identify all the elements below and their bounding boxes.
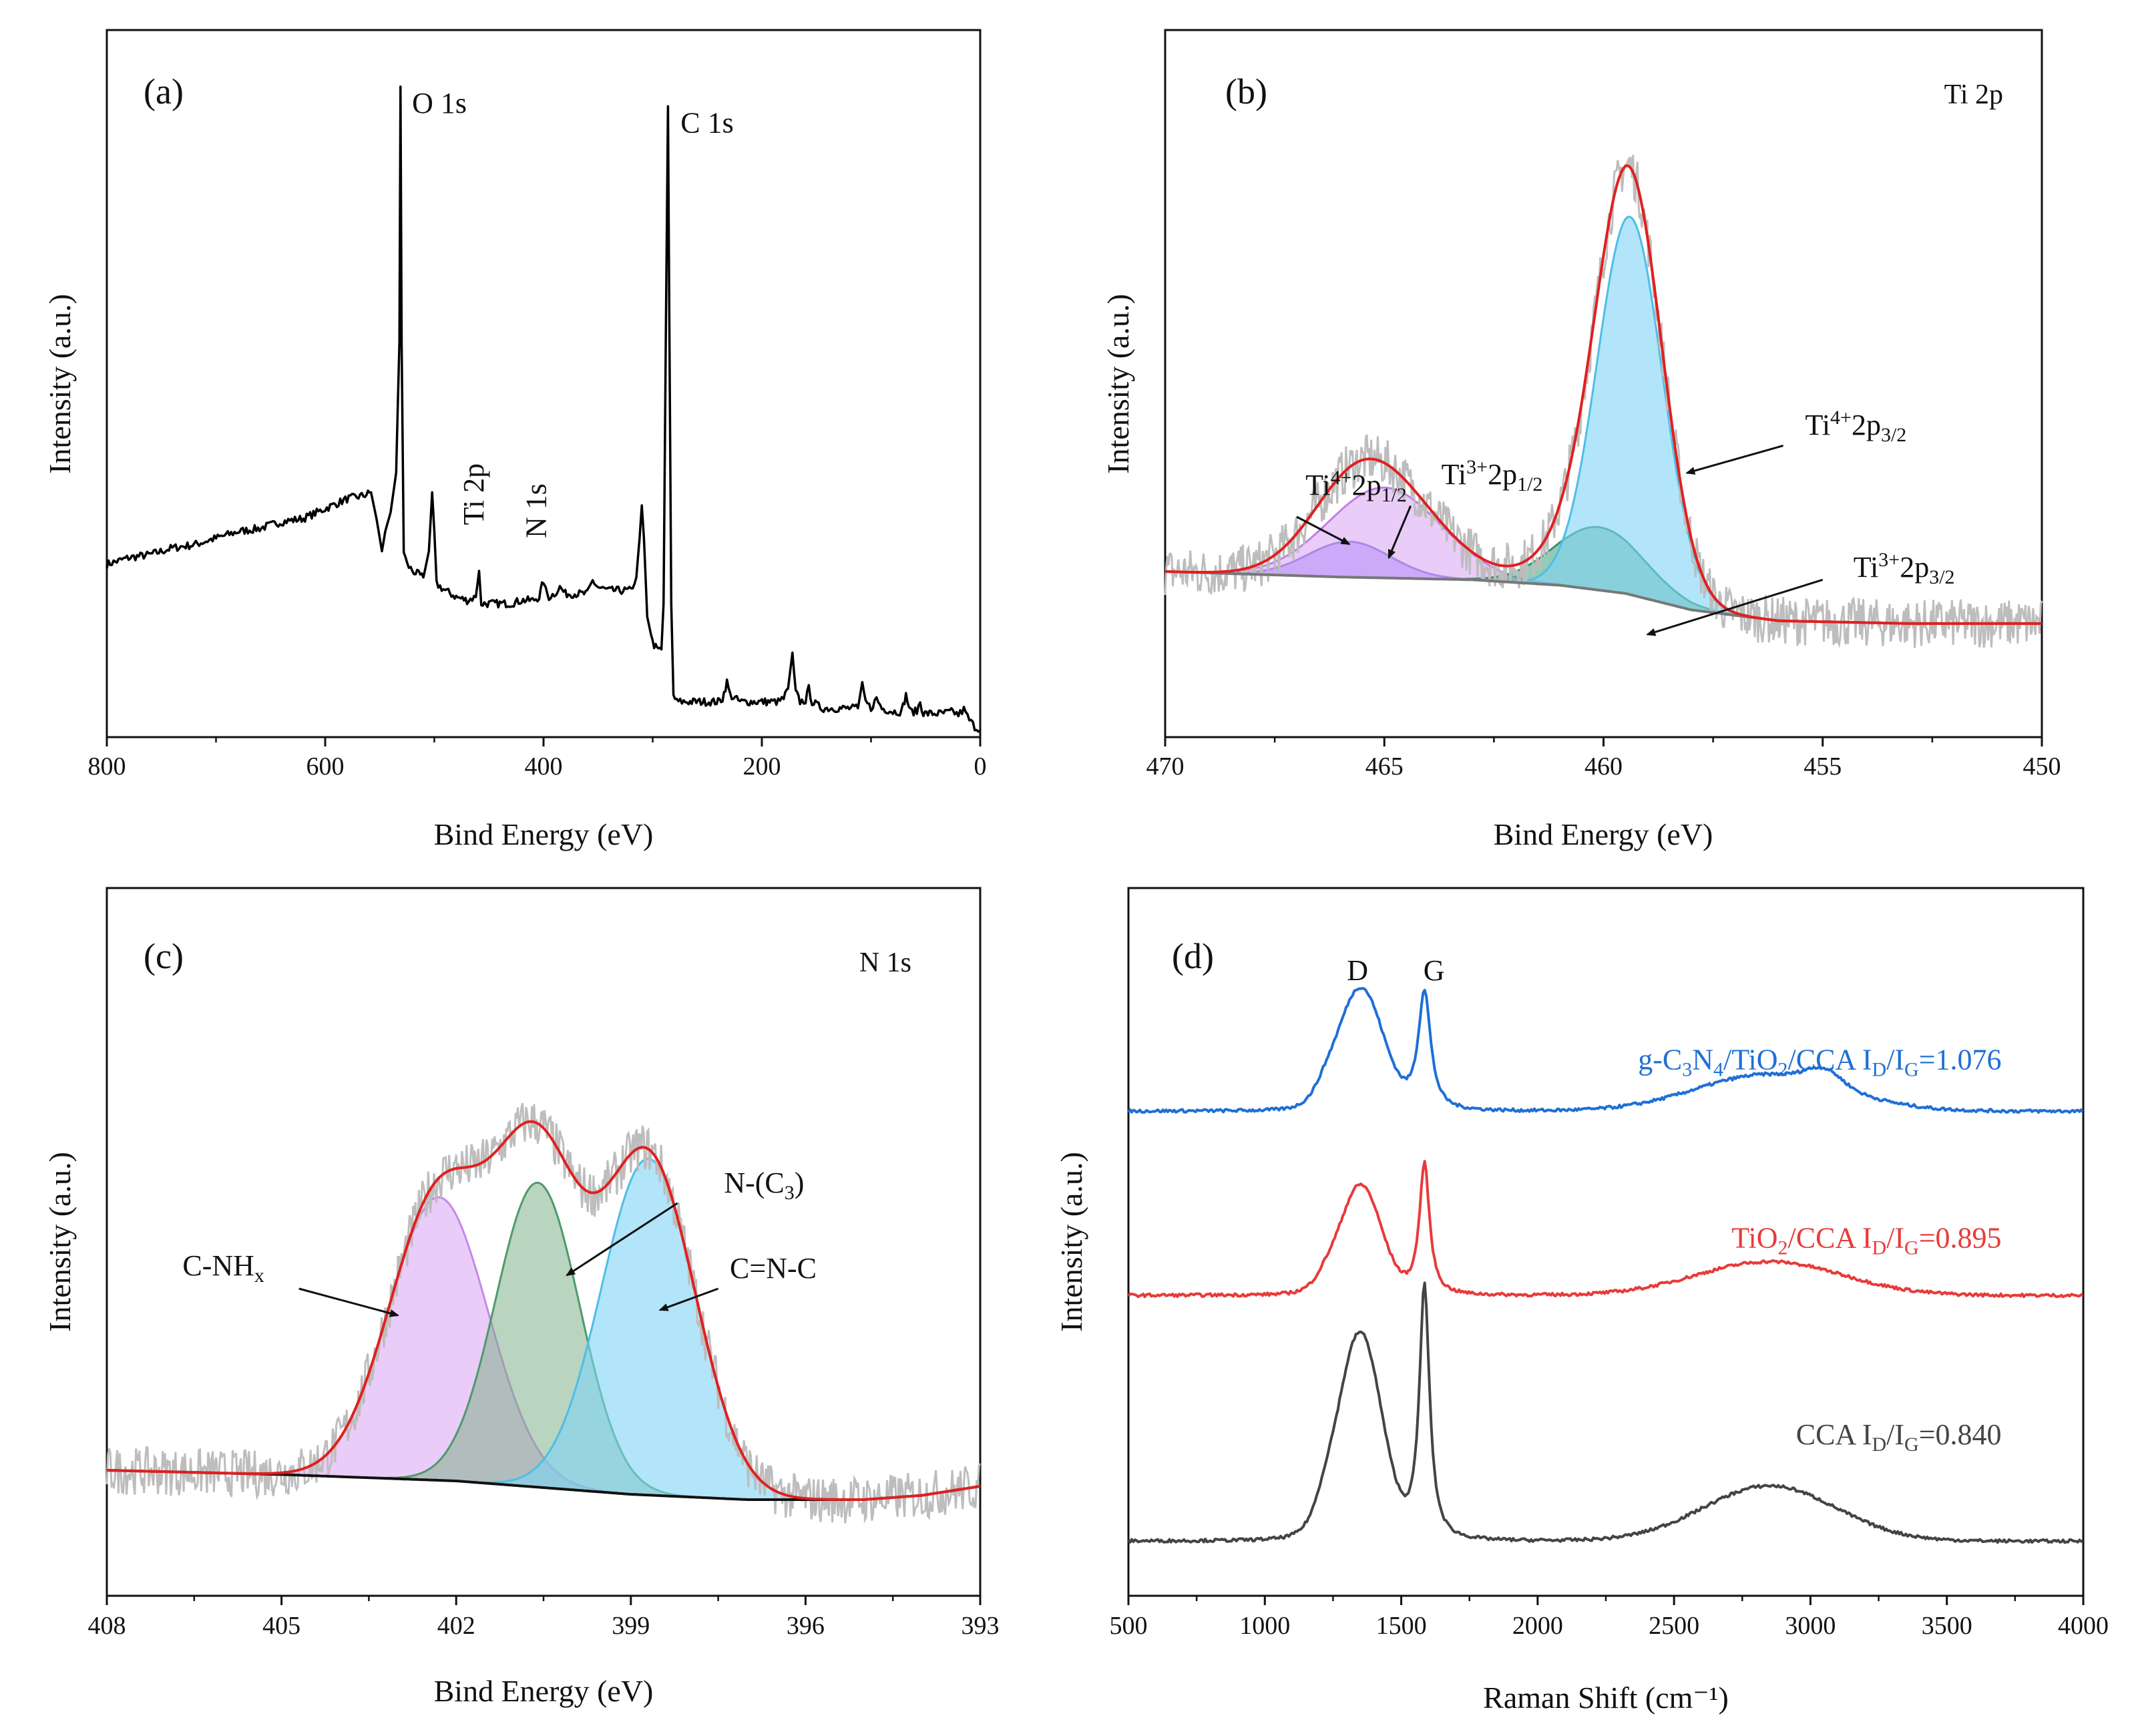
x-tick-label: 399 [612, 1612, 650, 1640]
component-fill [1165, 487, 2042, 624]
peak-annotation: Ti 2p [457, 463, 490, 525]
component-label: C-NHx [182, 1249, 264, 1287]
panel-c-x-ticks: 408 405 402 399 396 393 [88, 1596, 1000, 1640]
x-tick-label: 2000 [1512, 1612, 1563, 1640]
raman-series-line [1127, 1281, 2083, 1544]
panel-d-raman: 500 1000 1500 2000 2500 3000 3500 4000 (d) Rama… [1054, 887, 2109, 1715]
component-label: Ti3+2p3/2 [1854, 549, 1955, 588]
panel-d-x-ticks: 500 1000 1500 2000 2500 3000 3500 4000 [1110, 1596, 2109, 1640]
raman-series-line [1127, 1160, 2084, 1299]
x-tick-label: 393 [962, 1612, 1000, 1640]
panel-d-ylabel: Intensity (a.u.) [1054, 1152, 1088, 1332]
component-label: C=N-C [730, 1252, 817, 1285]
raman-series-label: TiO2/CCA ID/IG=0.895 [1731, 1221, 2001, 1259]
label-arrow [1296, 515, 1351, 546]
x-tick-label: 1500 [1376, 1612, 1427, 1640]
panel-a-annotations: O 1s C 1s Ti 2p N 1s [412, 87, 734, 538]
panel-d-annotations: g-C3N4/TiO2/CCA ID/IG=1.076 TiO2/CCA ID/I… [1347, 954, 2001, 1456]
component-fill [107, 1182, 980, 1500]
panel-b-x-ticks: 470 465 460 455 450 [1146, 737, 2061, 781]
label-arrow [298, 1287, 399, 1317]
x-tick-label: 2500 [1649, 1612, 1699, 1640]
component-label: Ti3+2p1/2 [1442, 456, 1543, 495]
panel-c-annotations: C-NHx N-(C3) C=N-C [182, 1166, 817, 1317]
panel-a-survey: 800 600 400 200 0 (a) Bind Energy (eV) Inten… [43, 29, 987, 851]
label-arrow [566, 1202, 678, 1277]
panel-c-label: (c) [144, 936, 184, 976]
x-tick-label: 600 [306, 752, 345, 781]
panel-c-xlabel: Bind Energy (eV) [434, 1674, 654, 1708]
panel-a-x-ticks: 800 600 400 200 0 [88, 737, 987, 781]
component-fill [1165, 216, 2042, 624]
panel-d-label: (d) [1172, 936, 1214, 976]
x-tick-label: 460 [1584, 752, 1623, 781]
panel-d-plot [1127, 987, 2084, 1544]
panel-d-xlabel: Raman Shift (cm⁻¹) [1483, 1681, 1729, 1715]
x-tick-label: 402 [437, 1612, 475, 1640]
x-tick-label: 405 [262, 1612, 300, 1640]
x-tick-label: 500 [1110, 1612, 1148, 1640]
x-tick-label: 800 [88, 752, 126, 781]
panel-b-plot [1164, 154, 2043, 648]
x-tick-label: 400 [525, 752, 563, 781]
survey-line [105, 85, 981, 733]
component-label: Ti4+2p3/2 [1805, 407, 1906, 446]
label-arrow [1646, 578, 1824, 636]
panel-b-ylabel: Intensity (a.u.) [1101, 294, 1135, 474]
panel-a-ylabel: Intensity (a.u.) [43, 294, 77, 474]
x-tick-label: 470 [1146, 752, 1185, 781]
fit-envelope-line [1164, 164, 2042, 625]
x-tick-label: 0 [974, 752, 987, 781]
panel-a-xlabel: Bind Energy (eV) [434, 817, 654, 851]
panel-b-corner-label: Ti 2p [1944, 79, 2003, 110]
label-arrow [658, 1287, 719, 1311]
x-tick-label: 3000 [1785, 1612, 1836, 1640]
peak-annotation: C 1s [680, 106, 733, 139]
label-arrow [1685, 444, 1784, 475]
panel-c-plot [105, 1102, 982, 1524]
panel-b-ti2p: 470 465 460 455 450 (b) Ti 2p Bind Energy (e… [1101, 29, 2061, 851]
x-tick-label: 465 [1365, 752, 1404, 781]
panel-a-frame [105, 29, 982, 738]
x-tick-label: 455 [1803, 752, 1842, 781]
panel-c-corner-label: N 1s [859, 947, 911, 978]
panel-b-xlabel: Bind Energy (eV) [1494, 817, 1713, 851]
panel-c-ylabel: Intensity (a.u.) [43, 1152, 77, 1332]
x-tick-label: 1000 [1239, 1612, 1290, 1640]
panel-a-label: (a) [144, 71, 184, 112]
panel-c-n1s: 408 405 402 399 396 393 (c) N 1s Bind Energy … [43, 887, 1000, 1708]
x-tick-label: 450 [2023, 752, 2061, 781]
x-tick-label: 3500 [1922, 1612, 1972, 1640]
component-label: N-(C3) [724, 1166, 804, 1204]
peak-annotation: N 1s [519, 483, 552, 538]
raman-band-label: G [1424, 954, 1445, 987]
x-tick-label: 200 [743, 752, 781, 781]
raman-band-label: D [1347, 954, 1368, 987]
x-tick-label: 408 [88, 1612, 126, 1640]
label-arrow [1388, 505, 1412, 560]
fit-envelope-line [106, 1120, 981, 1501]
x-tick-label: 4000 [2058, 1612, 2109, 1640]
panel-a-plot [105, 85, 981, 733]
x-tick-label: 396 [787, 1612, 825, 1640]
raman-series-line [1127, 987, 2084, 1114]
raman-series-label: g-C3N4/TiO2/CCA ID/IG=1.076 [1638, 1044, 2001, 1081]
peak-annotation: O 1s [412, 87, 467, 120]
raman-series-label: CCA ID/IG=0.840 [1796, 1418, 2002, 1456]
panel-b-label: (b) [1225, 71, 1267, 112]
